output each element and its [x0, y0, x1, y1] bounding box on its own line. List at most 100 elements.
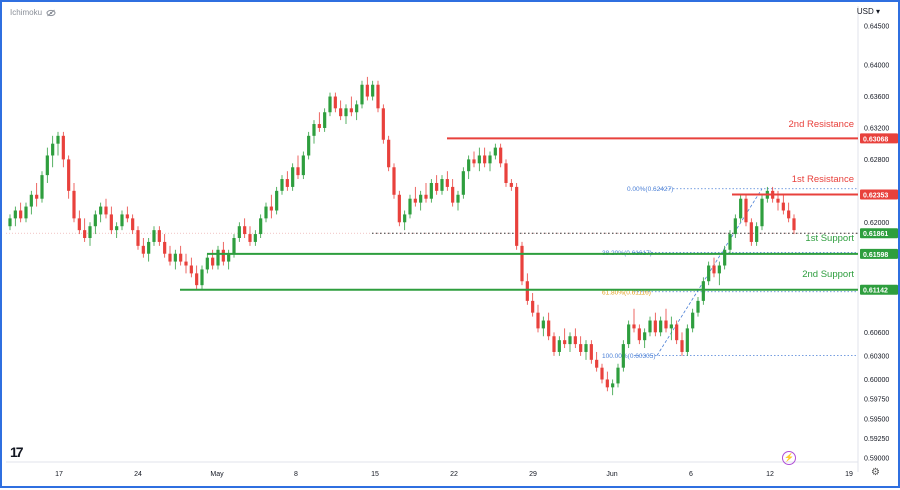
- y-tick-label: 0.59750: [864, 397, 889, 404]
- candle-body: [365, 84, 369, 97]
- candle-body: [141, 245, 145, 254]
- fib-level-label: 100.00%(0.60305): [602, 353, 656, 360]
- candle-body: [611, 383, 615, 388]
- candle-body: [648, 320, 652, 333]
- candle-body: [488, 155, 492, 164]
- candle-body: [584, 344, 588, 352]
- candle-body: [531, 300, 535, 313]
- candle-body: [723, 249, 727, 266]
- current-price-tag-label: 0.61861: [863, 231, 888, 238]
- candle-body: [179, 253, 183, 262]
- candle-body: [573, 336, 577, 345]
- candle-body: [125, 214, 129, 219]
- lightning-icon[interactable]: ⚡: [782, 451, 796, 465]
- candle-body: [280, 179, 284, 191]
- candle-body: [136, 230, 140, 246]
- tradingview-logo: 17: [10, 444, 24, 460]
- candle-body: [429, 182, 433, 199]
- candle-body: [499, 147, 503, 164]
- y-tick-label: 0.59250: [864, 436, 889, 443]
- gear-icon[interactable]: ⚙: [871, 467, 880, 478]
- candle-body: [19, 210, 23, 219]
- x-tick-label: 22: [450, 471, 458, 478]
- candle-body: [301, 155, 305, 176]
- candle-body: [291, 167, 295, 187]
- price-tag-bg: [860, 133, 898, 144]
- candle-body: [749, 222, 753, 242]
- candle-body: [51, 143, 55, 156]
- y-tick-label: 0.62800: [864, 157, 889, 164]
- candle-body: [781, 202, 785, 211]
- candle-body: [275, 190, 279, 211]
- fib-level-label: 61.80%(0.61116): [602, 289, 651, 296]
- fib-trend-line: [656, 188, 763, 356]
- candle-body: [472, 159, 476, 164]
- candle-body: [120, 214, 124, 227]
- candle-body: [211, 257, 215, 266]
- candle-body: [787, 210, 791, 219]
- price-tag-bg: [860, 248, 898, 259]
- candle-body: [157, 230, 161, 242]
- candle-body: [424, 194, 428, 199]
- candle-body: [77, 218, 81, 231]
- y-tick-label: 0.59000: [864, 456, 889, 463]
- candle-body: [328, 96, 332, 113]
- x-tick-label: Jun: [606, 471, 617, 478]
- candle-body: [600, 367, 604, 380]
- x-tick-label: May: [210, 471, 224, 478]
- candle-body: [664, 320, 668, 329]
- candle-body: [547, 320, 551, 337]
- level-name-label: 1st Resistance: [792, 174, 854, 185]
- candle-body: [29, 194, 33, 207]
- candle-body: [419, 194, 423, 203]
- candle-body: [115, 226, 119, 231]
- candle-body: [376, 84, 380, 109]
- x-tick-label: 6: [689, 471, 693, 478]
- candle-body: [632, 324, 636, 329]
- candle-body: [680, 340, 684, 352]
- candle-body: [216, 249, 220, 266]
- candle-body: [776, 198, 780, 203]
- candle-body: [621, 344, 625, 368]
- candle-body: [61, 135, 65, 160]
- candle-body: [467, 159, 471, 172]
- candle-body: [195, 273, 199, 286]
- y-tick-label: 0.60000: [864, 377, 889, 384]
- indicator-legend: Ichimoku: [10, 8, 56, 17]
- candle-body: [669, 324, 673, 329]
- candle-body: [88, 226, 92, 238]
- candle-body: [232, 238, 236, 254]
- candle-body: [387, 139, 391, 168]
- candle-body: [131, 218, 135, 231]
- x-tick-label: 15: [371, 471, 379, 478]
- candle-body: [520, 245, 524, 282]
- candle-body: [259, 218, 263, 235]
- candle-body: [173, 253, 177, 262]
- candle-body: [504, 163, 508, 183]
- candle-body: [557, 340, 561, 352]
- candle-body: [307, 135, 311, 156]
- level-name-label: 2nd Support: [802, 269, 854, 280]
- candle-body: [456, 194, 460, 203]
- eye-off-icon[interactable]: [46, 9, 56, 17]
- candle-body: [493, 147, 497, 156]
- candle-body: [56, 135, 60, 144]
- candle-body: [168, 253, 172, 262]
- currency-selector[interactable]: USD ▾: [856, 7, 880, 16]
- price-tag-label: 0.61142: [863, 288, 888, 295]
- candle-body: [685, 328, 689, 352]
- candle-body: [728, 234, 732, 250]
- candle-body: [355, 104, 359, 113]
- candle-body: [616, 367, 620, 384]
- candle-body: [371, 84, 375, 97]
- candle-body: [563, 340, 567, 345]
- candle-body: [653, 320, 657, 333]
- candle-body: [552, 336, 556, 352]
- candle-body: [269, 206, 273, 211]
- candle-body: [13, 210, 17, 219]
- x-tick-label: 12: [766, 471, 774, 478]
- candle-body: [227, 253, 231, 262]
- candle-body: [397, 194, 401, 223]
